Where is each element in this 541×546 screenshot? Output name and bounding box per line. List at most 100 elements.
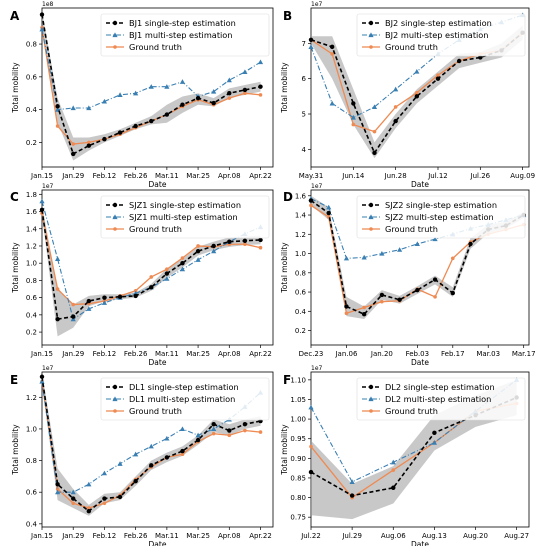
data-point [55, 256, 61, 261]
y-tick-label: 5 [302, 111, 306, 119]
data-point [415, 287, 420, 293]
data-point [397, 297, 402, 302]
data-point [55, 287, 60, 291]
legend-label: BJ1 single-step estimation [129, 18, 236, 28]
data-point [478, 55, 483, 60]
data-point [257, 59, 264, 65]
legend-label: SJZ1 single-step estimation [129, 200, 241, 210]
legend-box [100, 195, 270, 239]
data-point [102, 501, 107, 506]
data-point [379, 292, 385, 298]
data-point [211, 248, 217, 254]
data-point [55, 107, 61, 112]
y-tick-label: 0.6 [295, 289, 307, 297]
x-tick-label: Jan.15 [30, 350, 53, 358]
y-tick-label: 1.2 [295, 231, 306, 239]
y-tick-label: 0.80 [290, 494, 306, 502]
data-point [362, 305, 366, 310]
data-point [361, 311, 367, 317]
data-point [102, 136, 107, 142]
y-tick-label: 0.8 [26, 457, 37, 465]
legend-marker [368, 396, 374, 402]
x-tick-label: Feb.26 [124, 532, 148, 540]
series-line-multi [41, 381, 261, 493]
data-point [308, 37, 314, 42]
axis-scale-label: 1e7 [42, 183, 54, 190]
x-tick-label: Feb.26 [124, 172, 148, 180]
y-tick-label: 7 [302, 40, 306, 48]
data-point [70, 316, 76, 322]
y-tick-label: 0.4 [26, 106, 38, 114]
data-point [329, 44, 335, 50]
legend-label: Ground truth [129, 224, 182, 234]
series-line-single [41, 209, 261, 321]
legend-label: BJ2 multi-step estimation [385, 30, 489, 40]
data-point [86, 105, 92, 111]
data-point [243, 428, 247, 433]
data-point [308, 404, 314, 410]
y-tick-label: 0.6 [26, 489, 38, 497]
legend-marker [112, 396, 118, 402]
data-point [258, 237, 263, 243]
data-point [371, 104, 378, 110]
y-tick-label: 6 [302, 75, 307, 83]
y-tick-label: 0.2 [295, 327, 306, 335]
data-point [344, 304, 349, 309]
legend-box [356, 377, 526, 421]
legend-box [100, 13, 270, 57]
data-point [243, 91, 247, 96]
legend-marker [112, 202, 118, 208]
x-tick-label: Mar.25 [186, 532, 210, 540]
data-point [436, 73, 440, 77]
legend-marker [113, 409, 117, 413]
data-point [326, 204, 332, 210]
data-point [211, 431, 216, 436]
data-point [180, 452, 185, 457]
x-tick-label: Feb.03 [406, 350, 430, 358]
data-point [414, 69, 420, 74]
legend-label: Ground truth [385, 406, 438, 416]
data-point [164, 435, 170, 441]
data-point [393, 105, 398, 109]
legend-marker [369, 45, 373, 49]
y-tick-label: 1.8 [26, 191, 37, 199]
panel-letter: B [283, 9, 292, 23]
legend-marker [368, 32, 374, 38]
legend-label: Ground truth [129, 406, 182, 416]
x-tick-label: Jul.22 [300, 532, 321, 540]
data-point [101, 98, 108, 104]
data-point [71, 151, 76, 157]
series-line-multi [41, 201, 261, 321]
x-tick-label: Mar.11 [155, 172, 179, 180]
data-point [148, 84, 154, 89]
data-point [180, 256, 185, 260]
data-point [86, 143, 92, 148]
x-tick-label: Jan.20 [370, 350, 393, 358]
data-point [133, 478, 138, 484]
x-tick-label: Apr.22 [249, 172, 272, 180]
y-tick-label: 0.4 [26, 520, 38, 528]
data-point [133, 90, 139, 96]
confidence-band [42, 372, 261, 516]
data-point [258, 84, 263, 89]
data-point [101, 470, 108, 476]
data-point [55, 124, 60, 128]
legend-label: DL1 multi-step estimation [129, 394, 235, 404]
legend-marker [112, 32, 118, 38]
confidence-band [42, 204, 261, 337]
data-point [211, 100, 216, 106]
data-point [117, 461, 123, 466]
chart-panel-d: D 1e7 0.2 0.4 0.6 0.8 1.0 1.2 1.4 1.6 Dec.23 Jan.06… [280, 183, 536, 367]
y-tick-label: 0.2 [26, 329, 37, 337]
legend-label: BJ1 multi-step estimation [129, 30, 233, 40]
x-tick-label: Feb.12 [93, 532, 117, 540]
data-point [117, 494, 123, 500]
data-point [86, 298, 92, 304]
data-point [351, 101, 356, 106]
y-tick-label: 0.90 [290, 455, 306, 463]
data-point [55, 316, 60, 322]
plot-frame [310, 189, 530, 346]
x-tick-label: Jan.29 [61, 350, 84, 358]
x-tick-label: Apr.08 [218, 532, 241, 540]
y-axis-label: Total mobility [11, 424, 20, 476]
